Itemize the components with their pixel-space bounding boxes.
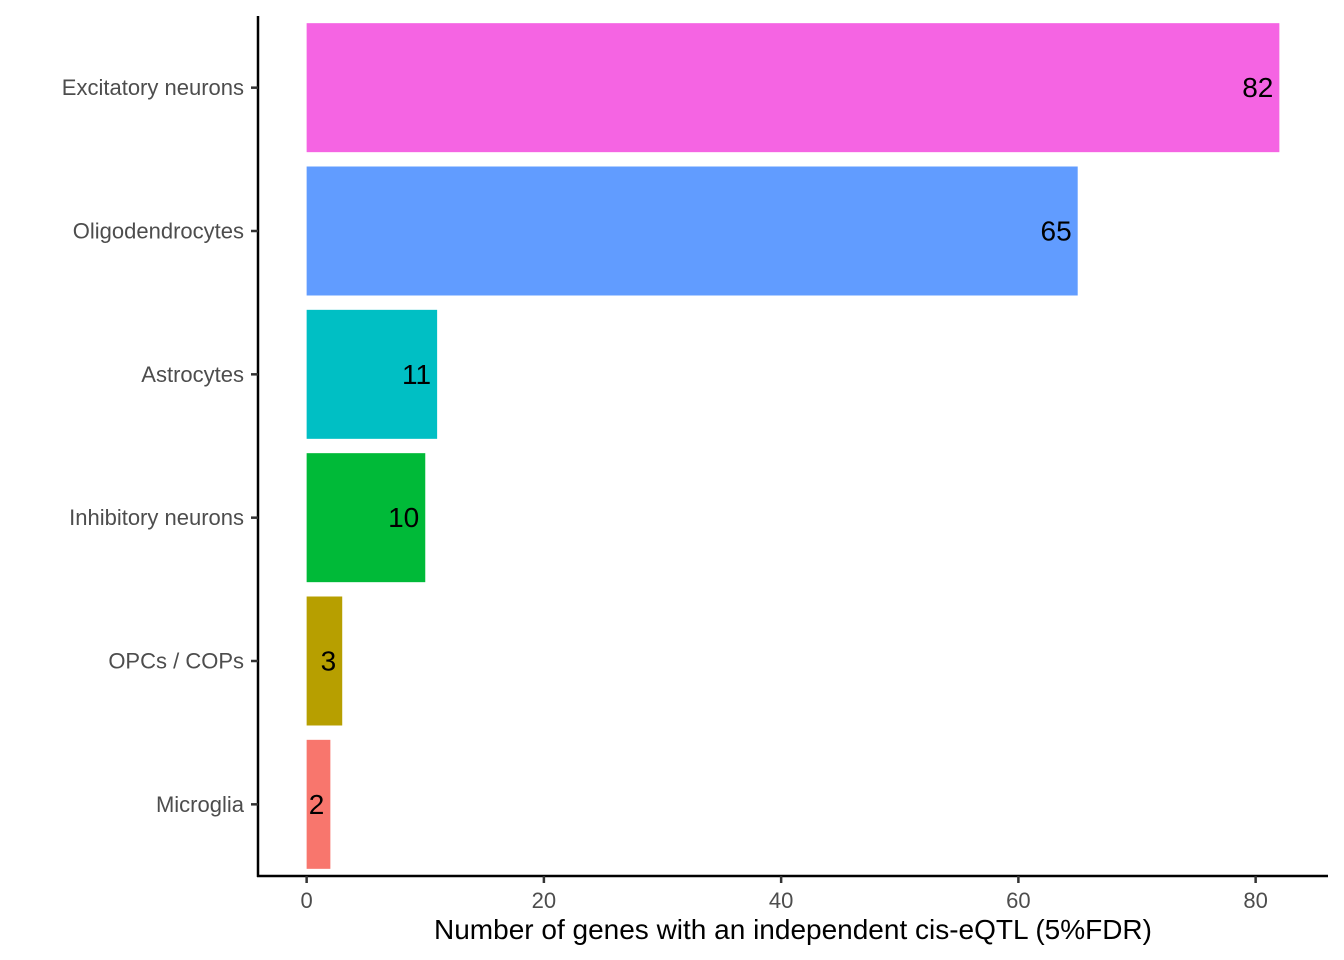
y-tick-label-4: OPCs / COPs [108,649,244,674]
x-tick-label-0: 0 [301,888,313,913]
y-tick-label-0: Excitatory neurons [62,75,244,100]
x-axis-ticks: 0 20 40 60 80 [301,876,1268,913]
x-tick-label-3: 60 [1006,888,1030,913]
x-tick-label-2: 40 [769,888,793,913]
y-tick-label-2: Astrocytes [141,362,244,387]
bar-value-label-5: 2 [309,789,325,820]
bar-value-label-2: 11 [402,359,431,390]
x-tick-label-4: 80 [1243,888,1267,913]
bar-2 [306,309,438,439]
bar-1 [306,166,1078,296]
y-tick-label-3: Inhibitory neurons [69,505,244,530]
bar-value-label-1: 65 [1041,216,1072,247]
bar-value-label-4: 3 [321,646,337,677]
bars-group [306,23,1280,869]
y-tick-label-1: Oligodendrocytes [73,219,244,244]
data-labels-group: 82 65 11 10 3 2 [309,72,1274,820]
bar-4 [306,596,343,726]
bar-0 [306,23,1280,153]
bar-5 [306,739,331,869]
bar-value-label-3: 10 [388,502,419,533]
bar-3 [306,453,426,583]
x-axis-title: Number of genes with an independent cis-… [434,914,1152,945]
y-axis-ticks: Excitatory neurons Oligodendrocytes Astroc… [62,75,258,817]
y-tick-label-5: Microglia [156,792,245,817]
bar-value-label-0: 82 [1242,72,1273,103]
x-tick-label-1: 20 [532,888,556,913]
